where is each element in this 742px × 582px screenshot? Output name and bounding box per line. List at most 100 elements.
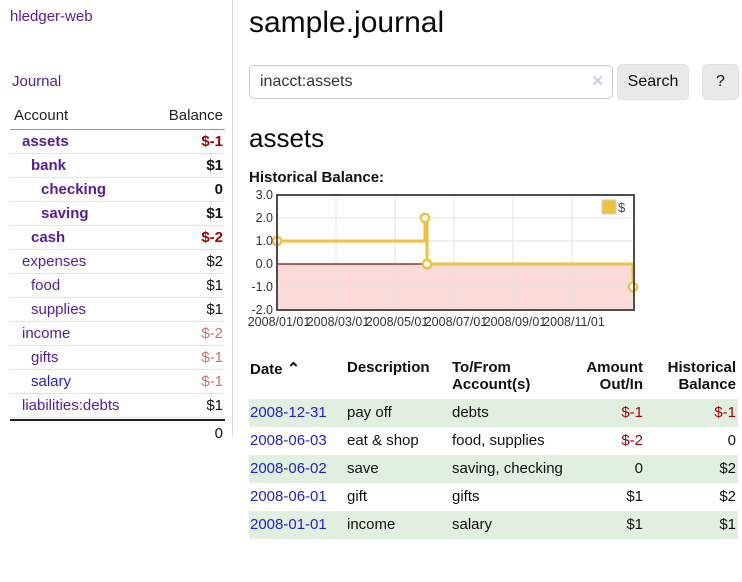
svg-text:-2.0: -2.0 [251,303,273,317]
svg-text:0.0: 0.0 [256,257,273,271]
account-link-bank[interactable]: bank [31,157,67,174]
account-row-salary: salary $-1 [10,370,225,394]
account-row-assets: assets $-1 [10,130,225,154]
account-link-checking[interactable]: checking [41,181,107,198]
gridlines [277,195,634,310]
transaction-balance: $1 [645,511,738,539]
sort-ascending-icon: ⌃ [286,361,301,378]
account-balance: $-1 [201,373,223,390]
transaction-amount: $1 [570,511,645,539]
transaction-description: pay off [346,399,451,427]
account-row-bank: bank $1 [10,154,225,178]
accounts-table-header: Account Balance [10,104,225,130]
account-row-gifts: gifts $-1 [10,346,225,370]
svg-text:-1.0: -1.0 [251,280,273,294]
account-balance: $-2 [201,325,223,342]
historical-balance-chart: $ 3.0 2.0 1.0 0.0 -1.0 -2.0 2008/01/01 2… [248,188,639,329]
search-input[interactable] [249,65,613,99]
register-row: 2008-06-03 eat & shop food, supplies $-2… [249,427,738,455]
account-link-food[interactable]: food [31,277,61,294]
column-header-accounts: To/From Account(s) [452,359,531,393]
accounts-total-value: 0 [214,424,223,442]
account-link-salary[interactable]: salary [31,373,72,390]
transaction-accounts: saving, checking [451,455,570,483]
transaction-balance: $2 [719,488,736,505]
register-row: 2008-01-01 income salary $1 $1 [249,511,738,539]
sidebar: hledger-web Journal Account Balance asse… [0,0,233,442]
transaction-description: save [346,455,451,483]
column-header-description: Description [347,359,430,376]
transaction-accounts: salary [451,511,570,539]
account-balance: $1 [206,277,223,294]
transaction-date-link[interactable]: 2008-06-03 [250,432,327,449]
help-button[interactable]: ? [702,64,739,100]
chart-title: Historical Balance: [249,169,385,186]
balance-column-header: Balance [168,107,223,124]
account-balance: $-2 [201,229,223,246]
transaction-description: income [346,511,451,539]
account-link-supplies[interactable]: supplies [31,301,87,318]
account-column-header: Account [14,107,69,124]
search-button[interactable]: Search [617,64,689,100]
account-link-assets[interactable]: assets [22,133,69,150]
search-form: ✕ Search ? [249,64,742,100]
transaction-amount: $-2 [621,432,643,449]
account-link-saving[interactable]: saving [41,205,89,222]
svg-text:2008/01/01: 2008/01/01 [248,315,311,329]
legend-swatch [601,199,617,215]
account-link-gifts[interactable]: gifts [31,349,59,366]
account-balance: $1 [206,157,223,174]
account-page-title: assets [249,123,325,153]
svg-text:2008/11/01: 2008/11/01 [543,315,605,329]
transaction-description: gift [347,488,368,505]
transaction-balance: $2 [645,455,738,483]
page-title: sample.journal [249,6,445,39]
transaction-date-link[interactable]: 2008-06-01 [250,488,327,505]
svg-text:2008/07/01: 2008/07/01 [425,315,488,329]
transaction-accounts: food, supplies [452,432,545,449]
account-link-expenses[interactable]: expenses [22,253,87,270]
transaction-date-link[interactable]: 2008-01-01 [250,516,327,533]
brand-link[interactable]: hledger-web [10,8,93,25]
transaction-accounts: gifts [452,488,480,505]
transaction-amount: $-1 [570,399,645,427]
svg-text:1.0: 1.0 [256,234,273,248]
account-balance: $2 [206,253,223,270]
column-header-balance: Historical Balance [667,359,736,393]
account-row-food: food $1 [10,274,225,298]
legend-label: $ [618,200,626,215]
main-content: sample.journal ✕ Search ? assets Histori… [234,0,742,582]
svg-text:3.0: 3.0 [256,190,273,202]
y-axis-labels: 3.0 2.0 1.0 0.0 -1.0 -2.0 [251,188,273,317]
transaction-date-link[interactable]: 2008-12-31 [250,404,327,421]
account-row-saving: saving $1 [10,202,225,226]
clear-search-icon[interactable]: ✕ [591,73,604,90]
data-point-markers [271,212,639,293]
transaction-amount: 0 [570,455,645,483]
transaction-accounts: debts [451,399,570,427]
account-link-liabilities-debts[interactable]: liabilities:debts [22,397,120,414]
svg-text:2.0: 2.0 [256,211,273,225]
transaction-balance: 0 [727,432,736,449]
svg-text:2008/05/01: 2008/05/01 [366,315,429,329]
account-row-supplies: supplies $1 [10,298,225,322]
transaction-balance: $-1 [645,399,738,427]
register-header-row: Date ⌃ Description To/From Account(s) Am… [249,357,738,399]
account-balance: 0 [214,181,223,198]
register-row: 2008-06-02 save saving, checking 0 $2 [249,455,738,483]
plot-border [276,194,635,311]
account-link-cash[interactable]: cash [31,229,66,246]
x-axis-labels: 2008/01/01 2008/03/01 2008/05/01 2008/07… [248,315,605,329]
account-link-income[interactable]: income [22,325,71,342]
column-header-date[interactable]: Date ⌃ [250,361,301,378]
account-balance: $-1 [201,133,223,150]
register-row: 2008-06-01 gift gifts $1 $2 [249,483,738,511]
account-balance: $1 [206,205,223,222]
transaction-date-link[interactable]: 2008-06-02 [250,460,327,477]
transaction-description: eat & shop [347,432,419,449]
account-balance: $-1 [201,349,223,366]
svg-text:2008/09/01: 2008/09/01 [484,315,547,329]
account-balance: $1 [206,397,223,414]
sidebar-item-journal[interactable]: Journal [12,73,62,90]
register-row: 2008-12-31 pay off debts $-1 $-1 [249,399,738,427]
